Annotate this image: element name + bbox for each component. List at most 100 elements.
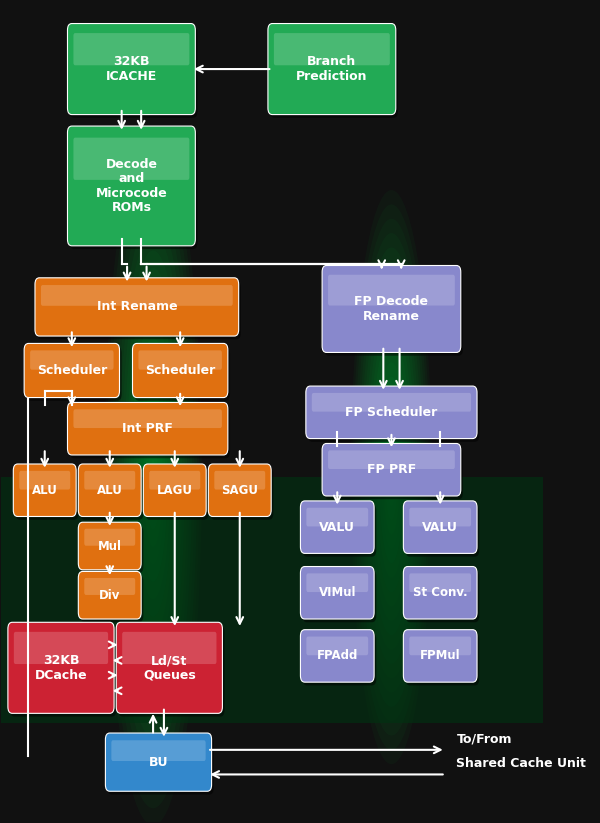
- Bar: [1, 477, 543, 723]
- FancyBboxPatch shape: [406, 504, 479, 556]
- FancyBboxPatch shape: [409, 574, 471, 592]
- FancyBboxPatch shape: [403, 630, 477, 682]
- Text: Decode
and
Microcode
ROMs: Decode and Microcode ROMs: [95, 158, 167, 214]
- Text: Scheduler: Scheduler: [37, 364, 107, 377]
- FancyBboxPatch shape: [84, 528, 135, 546]
- FancyBboxPatch shape: [80, 574, 143, 622]
- FancyBboxPatch shape: [41, 285, 233, 306]
- FancyBboxPatch shape: [409, 636, 471, 655]
- FancyBboxPatch shape: [145, 467, 208, 520]
- FancyBboxPatch shape: [80, 467, 143, 520]
- FancyBboxPatch shape: [301, 501, 374, 553]
- Text: St Conv.: St Conv.: [413, 586, 467, 599]
- Text: FPAdd: FPAdd: [317, 649, 358, 663]
- FancyBboxPatch shape: [70, 129, 197, 249]
- FancyBboxPatch shape: [107, 737, 214, 794]
- FancyBboxPatch shape: [8, 622, 114, 714]
- FancyBboxPatch shape: [80, 526, 143, 573]
- FancyBboxPatch shape: [324, 447, 463, 500]
- FancyBboxPatch shape: [208, 464, 271, 517]
- FancyBboxPatch shape: [301, 566, 374, 619]
- FancyBboxPatch shape: [324, 269, 463, 356]
- FancyBboxPatch shape: [406, 633, 479, 686]
- FancyBboxPatch shape: [14, 632, 108, 664]
- FancyBboxPatch shape: [79, 523, 141, 570]
- FancyBboxPatch shape: [149, 471, 200, 490]
- FancyBboxPatch shape: [403, 566, 477, 619]
- FancyBboxPatch shape: [70, 27, 197, 118]
- FancyBboxPatch shape: [406, 570, 479, 622]
- FancyBboxPatch shape: [312, 393, 471, 412]
- FancyBboxPatch shape: [308, 389, 479, 442]
- Text: FP Scheduler: FP Scheduler: [346, 406, 437, 419]
- FancyBboxPatch shape: [70, 406, 230, 458]
- FancyBboxPatch shape: [322, 444, 461, 496]
- Text: ALU: ALU: [97, 484, 122, 497]
- FancyBboxPatch shape: [84, 578, 135, 595]
- FancyBboxPatch shape: [409, 508, 471, 527]
- FancyBboxPatch shape: [214, 471, 265, 490]
- Text: 32KB
DCache: 32KB DCache: [35, 654, 87, 681]
- FancyBboxPatch shape: [211, 467, 274, 520]
- FancyBboxPatch shape: [302, 504, 376, 556]
- FancyBboxPatch shape: [73, 137, 190, 180]
- Text: 32KB
ICACHE: 32KB ICACHE: [106, 55, 157, 83]
- FancyBboxPatch shape: [301, 630, 374, 682]
- Text: LAGU: LAGU: [157, 484, 193, 497]
- FancyBboxPatch shape: [307, 574, 368, 592]
- Text: Scheduler: Scheduler: [145, 364, 215, 377]
- FancyBboxPatch shape: [322, 266, 461, 352]
- FancyBboxPatch shape: [30, 351, 113, 370]
- FancyBboxPatch shape: [403, 501, 477, 553]
- FancyBboxPatch shape: [16, 467, 79, 520]
- FancyBboxPatch shape: [270, 27, 398, 118]
- FancyBboxPatch shape: [328, 450, 455, 469]
- FancyBboxPatch shape: [19, 471, 70, 490]
- FancyBboxPatch shape: [268, 24, 396, 114]
- Text: SAGU: SAGU: [221, 484, 258, 497]
- FancyBboxPatch shape: [79, 464, 141, 517]
- FancyBboxPatch shape: [112, 740, 206, 761]
- FancyBboxPatch shape: [67, 126, 196, 246]
- Text: Mul: Mul: [98, 540, 122, 552]
- FancyBboxPatch shape: [118, 625, 224, 717]
- FancyBboxPatch shape: [73, 409, 222, 428]
- FancyBboxPatch shape: [306, 386, 477, 439]
- FancyBboxPatch shape: [106, 733, 212, 791]
- FancyBboxPatch shape: [67, 24, 196, 114]
- FancyBboxPatch shape: [274, 33, 390, 65]
- Text: VALU: VALU: [422, 521, 458, 533]
- FancyBboxPatch shape: [35, 278, 239, 336]
- FancyBboxPatch shape: [84, 471, 135, 490]
- Text: VALU: VALU: [319, 521, 355, 533]
- FancyBboxPatch shape: [79, 571, 141, 619]
- FancyBboxPatch shape: [116, 622, 223, 714]
- FancyBboxPatch shape: [73, 33, 190, 65]
- FancyBboxPatch shape: [302, 570, 376, 622]
- FancyBboxPatch shape: [26, 346, 122, 401]
- Text: To/From: To/From: [457, 732, 512, 746]
- Text: ALU: ALU: [32, 484, 58, 497]
- FancyBboxPatch shape: [328, 275, 455, 305]
- Text: FP Decode
Rename: FP Decode Rename: [355, 295, 428, 323]
- FancyBboxPatch shape: [67, 402, 228, 455]
- FancyBboxPatch shape: [13, 464, 76, 517]
- Text: Int PRF: Int PRF: [122, 422, 173, 435]
- FancyBboxPatch shape: [143, 464, 206, 517]
- Text: Int Rename: Int Rename: [97, 300, 177, 314]
- Text: FP PRF: FP PRF: [367, 463, 416, 477]
- FancyBboxPatch shape: [122, 632, 217, 664]
- FancyBboxPatch shape: [307, 636, 368, 655]
- Text: Div: Div: [99, 588, 121, 602]
- Text: Branch
Prediction: Branch Prediction: [296, 55, 368, 83]
- FancyBboxPatch shape: [10, 625, 116, 717]
- Text: VIMul: VIMul: [319, 586, 356, 599]
- Text: BU: BU: [149, 756, 168, 769]
- FancyBboxPatch shape: [302, 633, 376, 686]
- FancyBboxPatch shape: [139, 351, 222, 370]
- FancyBboxPatch shape: [307, 508, 368, 527]
- Text: FPMul: FPMul: [420, 649, 461, 663]
- Text: Ld/St
Queues: Ld/St Queues: [143, 654, 196, 681]
- FancyBboxPatch shape: [134, 346, 230, 401]
- FancyBboxPatch shape: [24, 343, 119, 398]
